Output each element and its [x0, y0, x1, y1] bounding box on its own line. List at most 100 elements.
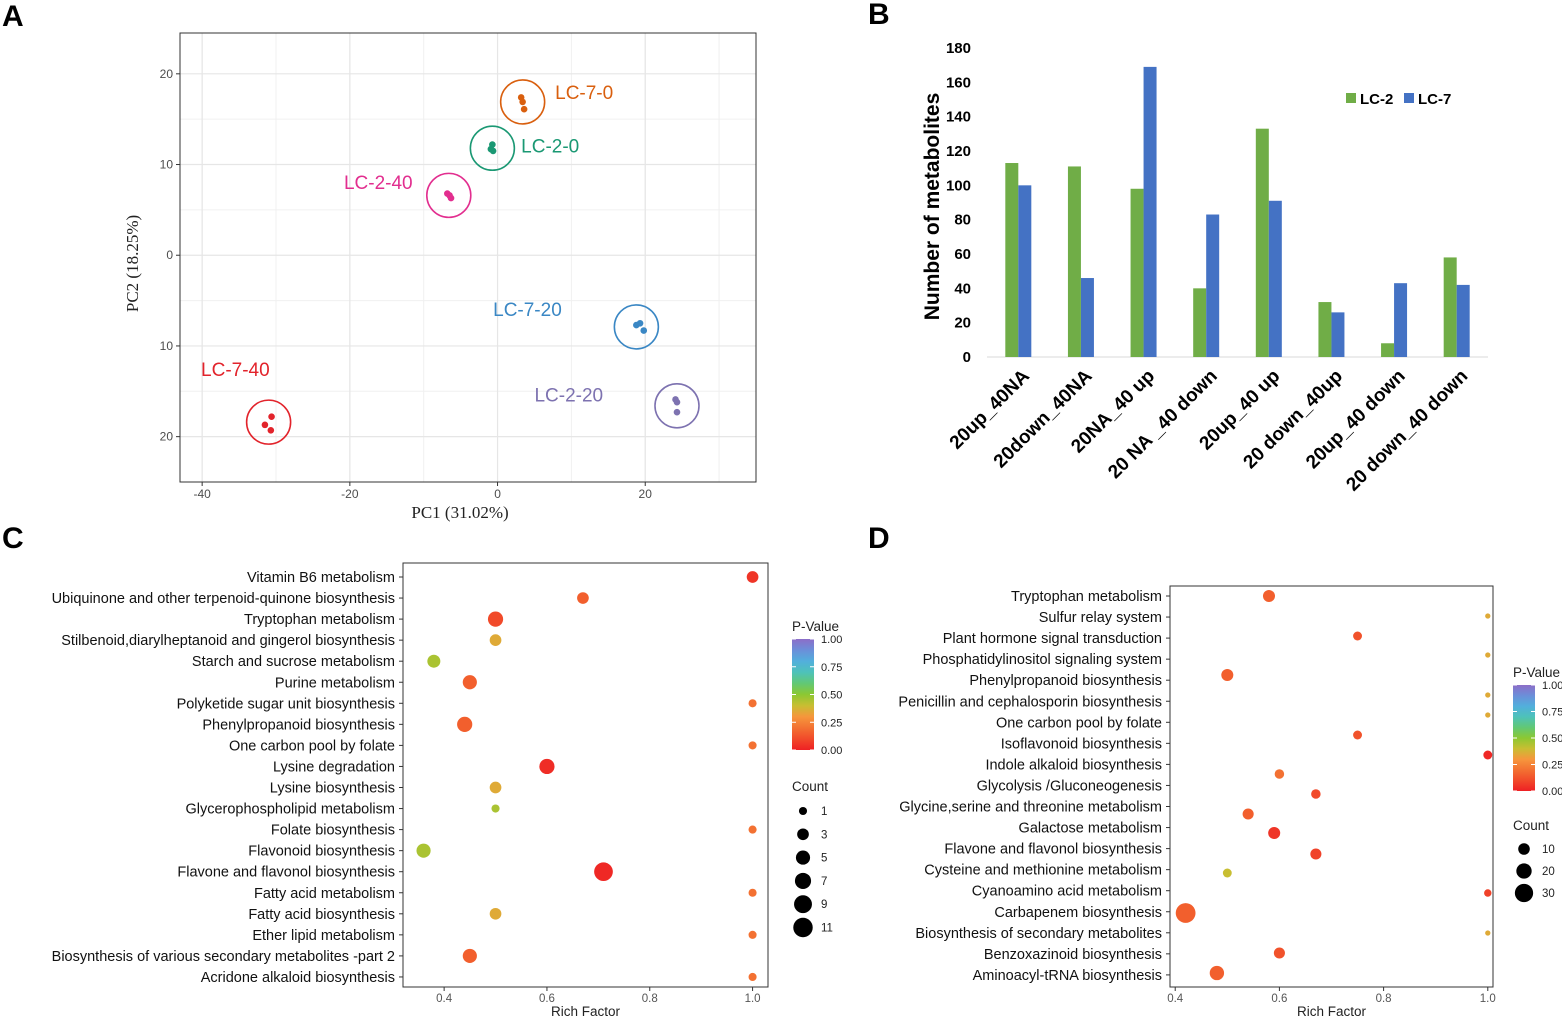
y-tick-label: 20 [160, 430, 174, 444]
size-legend-label: 9 [821, 899, 827, 911]
pathway-label: Folate biosynthesis [271, 823, 395, 839]
pathway-label: Vitamin B6 metabolism [247, 570, 395, 586]
pathway-label: Benzoxazinoid biosynthesis [984, 947, 1162, 963]
bubble-point [416, 843, 431, 858]
bubble-point [748, 741, 757, 750]
panel-label-a: A [2, 0, 24, 33]
size-legend-label: 30 [1542, 888, 1555, 900]
size-legend-title: Count [1513, 818, 1549, 833]
sample-point [673, 398, 681, 406]
pathway-label: Sulfur relay system [1039, 610, 1162, 626]
bubble-point [1273, 947, 1285, 959]
colorbar-tick-label: 0.00 [821, 745, 842, 757]
pathway-label: Cysteine and methionine metabolism [924, 863, 1162, 879]
pathway-label: Flavone and flavonol biosynthesis [177, 865, 395, 881]
bubble-point [1209, 965, 1225, 981]
size-legend-label: 7 [821, 876, 827, 888]
y-tick-label: 0 [963, 349, 971, 366]
pathway-label: Carbapenem biosynthesis [994, 905, 1162, 921]
size-legend-dot [798, 806, 808, 816]
group-label: LC-7-0 [555, 83, 613, 104]
size-legend-dot [794, 872, 812, 889]
sample-point [447, 194, 455, 202]
bar-lc-2 [1005, 163, 1019, 357]
bar-lc-2 [1381, 343, 1395, 357]
y-tick-label: 100 [946, 177, 971, 194]
bubble-point [1311, 789, 1321, 799]
pathway-label: Penicillin and cephalosporin biosynthesi… [898, 694, 1162, 710]
colorbar-tick-label: 0.75 [1542, 707, 1562, 719]
pathway-label: Acridone alkaloid biosynthesis [201, 970, 395, 986]
x-tick-label: -20 [341, 487, 359, 501]
pathway-label: Fatty acid metabolism [254, 886, 395, 902]
bubble-point [1485, 930, 1491, 936]
sample-point [636, 319, 644, 327]
y-tick-label: 0 [166, 248, 173, 262]
x-tick-label: 20 [639, 487, 653, 501]
panel-label-b: B [868, 0, 890, 31]
y-tick-label: 180 [946, 40, 971, 57]
x-tick-label: 1.0 [745, 993, 761, 1005]
pathway-label: One carbon pool by folate [996, 715, 1162, 731]
pathway-label: Plant hormone signal transduction [943, 631, 1162, 647]
bubble-point [748, 930, 757, 939]
pathway-label: Isoflavonoid biosynthesis [1001, 736, 1162, 752]
colorbar-tick-label: 0.00 [1542, 786, 1562, 798]
y-axis-label: Number of metabolites [921, 93, 944, 321]
pathway-label: Tryptophan metabolism [244, 612, 395, 628]
bubble-point [748, 888, 757, 897]
bubble-point [489, 907, 502, 920]
bar-lc-7 [1456, 284, 1470, 357]
bar-lc-2 [1130, 188, 1144, 357]
bubble-point [457, 716, 473, 732]
bubble-point [1274, 769, 1285, 779]
legend-swatch [1404, 93, 1414, 103]
x-tick-label: 20 NA _40 down [1104, 366, 1221, 483]
panel-a-pca: -40 -20 0 20 20 10 0 10 20 PC1 (31.02%) PC2 (18.25… [123, 32, 757, 522]
bubble-point [1483, 750, 1493, 760]
bubble-point [462, 675, 477, 690]
size-legend-title: Count [792, 779, 828, 794]
pathway-label: Glycine,serine and threonine metabolism [899, 800, 1162, 816]
colorbar [1513, 685, 1535, 791]
legend-swatch [1346, 93, 1356, 103]
pathway-label: Galactose metabolism [1019, 821, 1162, 837]
bubble-point [1485, 692, 1491, 698]
sample-point [520, 105, 528, 113]
sample-point [640, 327, 648, 334]
bubble-point [748, 972, 757, 981]
group-label: LC-7-40 [201, 360, 270, 381]
x-tick-label: 0.6 [1271, 993, 1287, 1005]
pathway-label: One carbon pool by folate [229, 738, 395, 754]
x-tick-label: 0.4 [1167, 993, 1184, 1005]
size-legend-dot [795, 850, 811, 865]
x-tick-label: 20 down_40 down [1342, 366, 1472, 496]
sample-point [673, 408, 681, 416]
x-axis-label: Rich Factor [1297, 1004, 1367, 1019]
group-label: LC-2-40 [344, 173, 413, 194]
bubble-point [1485, 712, 1491, 718]
bubble-point [1262, 589, 1275, 603]
bubble-point [1242, 808, 1254, 820]
bar-lc-2 [1255, 128, 1269, 357]
bubble-point [1268, 826, 1281, 840]
plot-border [1169, 585, 1494, 988]
pathway-label: Biosynthesis of secondary metabolites [915, 926, 1162, 942]
bubble-point [489, 781, 502, 794]
y-tick-label: 10 [160, 339, 174, 353]
pathway-label: Aminoacyl-tRNA biosynthesis [973, 968, 1162, 984]
colorbar-tick-label: 0.25 [1542, 760, 1562, 772]
pathway-label: Lysine degradation [273, 759, 395, 775]
sample-point [267, 426, 275, 434]
plot-border-a [179, 32, 757, 483]
plot-border [402, 562, 769, 988]
panel-label-d: D [868, 522, 890, 555]
panel-d-bubble-chart: Tryptophan metabolism Sulfur relay system… [898, 585, 1562, 1019]
size-legend-dot [793, 917, 813, 938]
bar-lc-7 [1143, 66, 1157, 357]
y-tick-label: 140 [946, 109, 971, 126]
y-tick-label: 10 [160, 158, 174, 172]
bubble-point [1485, 652, 1491, 658]
bubble-point [1353, 631, 1362, 641]
